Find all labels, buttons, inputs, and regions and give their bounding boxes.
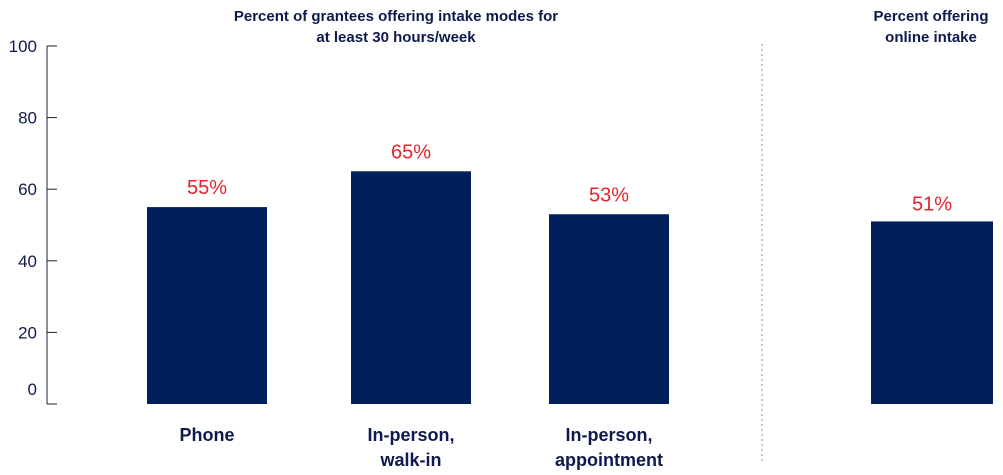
data-label: 53% — [589, 184, 629, 206]
online-intake-panel: Percent offering online intake 51% — [871, 8, 993, 404]
bar — [549, 214, 669, 404]
data-label: 55% — [187, 177, 227, 199]
intake-modes-panel: Percent of grantees offering intake mode… — [9, 8, 669, 470]
chart-title-line: at least 30 hours/week — [316, 29, 476, 46]
y-tick-label: 0 — [28, 380, 37, 399]
chart-title: Percent offering online intake — [873, 8, 988, 46]
category-label-line: appointment — [555, 450, 663, 470]
chart-title-line: Percent of grantees offering intake mode… — [234, 8, 558, 25]
bar — [351, 171, 471, 404]
category-label-line: Phone — [179, 425, 234, 445]
y-tick-label: 60 — [18, 180, 37, 199]
category-label: In-person, walk-in — [367, 425, 454, 470]
category-label: Phone — [179, 425, 234, 445]
y-tick-label: 20 — [18, 323, 37, 342]
bar — [871, 221, 993, 404]
chart-title: Percent of grantees offering intake mode… — [234, 8, 558, 46]
chart-title-line: Percent offering — [873, 8, 988, 25]
y-tick-label: 40 — [18, 252, 37, 271]
category-label-line: walk-in — [379, 450, 441, 470]
category-label: In-person, appointment — [555, 425, 663, 470]
data-label: 51% — [912, 193, 952, 215]
y-tick-label: 80 — [18, 109, 37, 128]
data-label: 65% — [391, 141, 431, 163]
y-tick-label: 100 — [9, 37, 37, 56]
category-label-line: In-person, — [367, 425, 454, 445]
chart-title-line: online intake — [885, 29, 977, 46]
bar — [147, 207, 267, 404]
category-label-line: In-person, — [565, 425, 652, 445]
